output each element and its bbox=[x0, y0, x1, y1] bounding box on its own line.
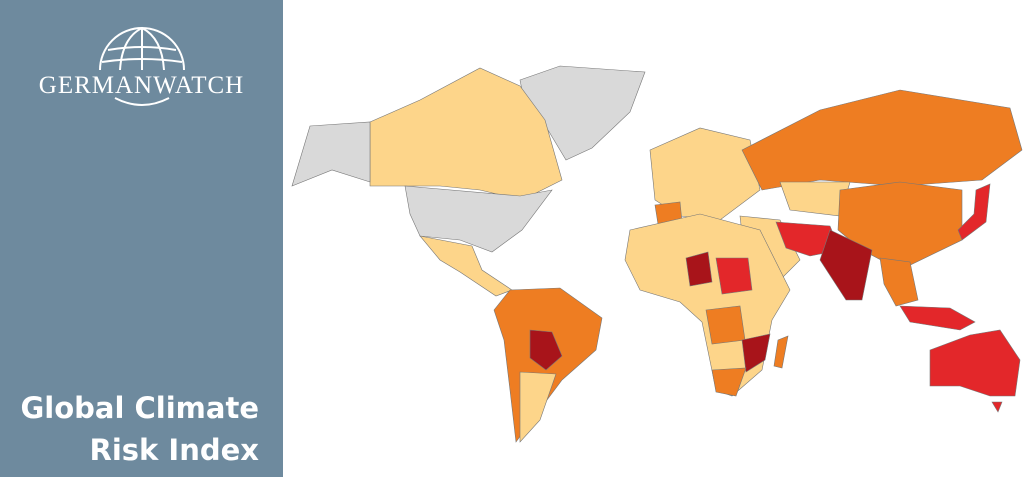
sudan bbox=[715, 257, 753, 295]
europe bbox=[649, 127, 761, 221]
russia bbox=[741, 89, 1023, 191]
argentina bbox=[519, 371, 557, 443]
china bbox=[837, 181, 963, 271]
bolivia bbox=[529, 329, 563, 371]
sidebar: GERMANWATCH Global Climate Risk Index bbox=[0, 0, 283, 477]
canada bbox=[369, 67, 563, 201]
madagascar bbox=[773, 335, 789, 369]
usa bbox=[404, 185, 553, 253]
alaska bbox=[291, 121, 371, 187]
mozambique bbox=[741, 333, 771, 373]
tasmania bbox=[991, 401, 1003, 413]
mexico bbox=[419, 235, 513, 297]
australia bbox=[929, 329, 1021, 397]
chad bbox=[685, 251, 713, 287]
congo bbox=[705, 305, 746, 345]
logo-globe bbox=[99, 26, 185, 106]
se-asia bbox=[879, 257, 919, 307]
africa bbox=[624, 213, 791, 397]
india bbox=[819, 229, 873, 301]
south-africa bbox=[711, 367, 747, 397]
logo-text: GERMANWATCH bbox=[38, 72, 245, 99]
title-line: Global Climate bbox=[20, 391, 259, 425]
world-map bbox=[291, 65, 1023, 443]
title: Global Climate Risk Index bbox=[20, 387, 259, 471]
indonesia bbox=[899, 305, 976, 331]
title-line: Risk Index bbox=[89, 433, 259, 467]
japan bbox=[957, 183, 991, 241]
